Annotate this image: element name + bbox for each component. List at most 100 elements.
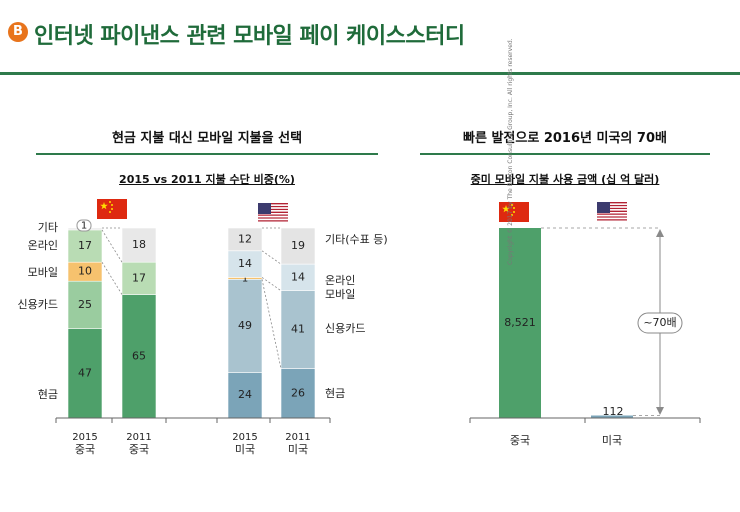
category-label-year: 2015 [232, 432, 257, 443]
usa-flag-stripe [258, 221, 288, 223]
data-label: 25 [78, 298, 92, 311]
usa-amount-bar [591, 415, 633, 418]
china-flag-icon [97, 199, 127, 219]
right-section-divider [420, 153, 710, 155]
legend-label-right: 신용카드 [325, 322, 365, 335]
arrow-head-up [656, 229, 664, 237]
china-flag-small-star [111, 208, 113, 210]
right-section-title: 빠른 발전으로 2016년 미국의 70배 [463, 131, 667, 146]
data-label: 14 [291, 270, 305, 283]
usa-flag-stripe [258, 208, 288, 211]
page-title: 인터넷 파이낸스 관련 모바일 페이 케이스스터디 [34, 24, 465, 49]
bar-segment [280, 227, 316, 265]
category-label-year: 2011 [126, 432, 151, 443]
china-flag-small-star [513, 207, 515, 209]
usa-flag-icon [258, 203, 288, 223]
usa-flag-stripe [597, 212, 627, 214]
legend-label-left: 신용카드 [18, 298, 58, 311]
china-flag-small-star [511, 214, 513, 216]
title-divider [0, 72, 740, 75]
usa-flag-stripe [597, 204, 627, 207]
bar-segment [121, 261, 157, 295]
bar-segment [67, 328, 103, 419]
dashed-connector [261, 277, 282, 292]
usa-flag-stripe [597, 213, 627, 215]
usa-flag-stripe [258, 215, 288, 218]
bar-segment [67, 280, 103, 330]
china-flag-star [502, 205, 510, 213]
usa-flag-icon [597, 202, 627, 222]
data-label: 47 [78, 366, 92, 379]
legend-label-right: 현금 [325, 387, 345, 400]
legend-label-left: 현금 [38, 388, 58, 401]
annotation-label: ~70배 [643, 316, 676, 329]
data-label: 112 [603, 405, 624, 418]
china-flag-star [100, 202, 108, 210]
arrow-head-down [656, 407, 664, 415]
usa-flag-stripe [258, 210, 288, 212]
section-badge: B [8, 22, 28, 42]
dashed-connector [261, 250, 282, 265]
usa-flag-stripe [597, 219, 627, 221]
category-label-country: 미국 [235, 443, 255, 456]
dashed-connector [261, 279, 282, 369]
data-label: 49 [238, 319, 252, 332]
usa-flag-canton [597, 202, 610, 213]
copyright-notice: Copyright © 2017 by The Boston Consultin… [507, 38, 515, 265]
usa-flag-stripe [597, 203, 627, 205]
bar-segment [121, 294, 157, 419]
usa-flag-stripe [258, 220, 288, 222]
category-label-country: 중국 [129, 443, 149, 456]
legend-label-right: 온라인 [325, 274, 355, 287]
china-flag-small-star [109, 201, 111, 203]
usa-flag-stripe [597, 220, 627, 222]
usa-flag-stripe [597, 214, 627, 217]
usa-flag-canton [258, 203, 271, 214]
dashed-connector [101, 261, 123, 295]
usa-flag-stripe [258, 203, 288, 205]
usa-flag-stripe [597, 207, 627, 210]
bar-segment [227, 227, 263, 252]
usa-flag-stripe [597, 209, 627, 211]
category-label: 중국 [510, 434, 530, 447]
usa-flag-stripe [597, 217, 627, 220]
annotation-callout [637, 312, 683, 334]
data-label: 1 [242, 273, 248, 284]
data-label-callout [76, 219, 92, 232]
data-label: 18 [132, 238, 146, 251]
data-label: 1 [81, 221, 87, 232]
usa-flag-stripe [258, 214, 288, 216]
china-flag-small-star [513, 211, 515, 213]
data-label: 14 [238, 257, 252, 270]
usa-flag-stripe [597, 206, 627, 208]
china-amount-bar [499, 228, 541, 418]
usa-flag-stripe [597, 202, 627, 204]
data-label: 65 [132, 349, 146, 362]
data-label: 8,521 [504, 316, 536, 329]
usa-flag-stripe [258, 204, 288, 206]
right-chart-subtitle: 중미 모바일 지불 사용 금액 (십 억 달러) [470, 173, 660, 186]
usa-flag-stripe [258, 205, 288, 208]
bar-segment [121, 227, 157, 263]
data-label: 26 [291, 386, 305, 399]
data-label: 24 [238, 388, 252, 401]
data-label: 12 [238, 232, 252, 245]
left-section-divider [36, 153, 378, 155]
usa-flag-stripe [597, 216, 627, 218]
left-section-title: 현금 지불 대신 모바일 지불을 선택 [111, 131, 303, 146]
category-label-country: 중국 [75, 443, 95, 456]
usa-flag-stripe [258, 213, 288, 215]
legend-label-right: 기타(수표 등) [325, 233, 388, 246]
china-flag-small-star [511, 204, 513, 206]
category-label-year: 2011 [285, 432, 310, 443]
legend-label-left: 온라인 [28, 239, 58, 252]
category-label-country: 미국 [288, 443, 308, 456]
category-label-year: 2015 [72, 432, 97, 443]
bar-segment [227, 278, 263, 373]
usa-flag-stripe [258, 217, 288, 219]
usa-flag-stripe [258, 211, 288, 214]
data-label: 17 [78, 239, 92, 252]
china-flag-icon [499, 202, 529, 222]
left-chart-subtitle: 2015 vs 2011 지불 수단 비중(%) [119, 173, 295, 186]
